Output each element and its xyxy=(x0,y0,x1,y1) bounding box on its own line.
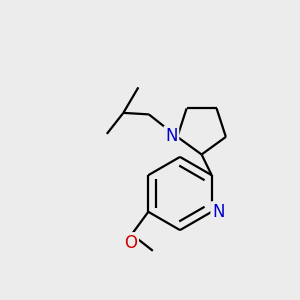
Text: O: O xyxy=(124,234,137,252)
Text: N: N xyxy=(165,127,178,145)
Text: N: N xyxy=(212,203,224,221)
